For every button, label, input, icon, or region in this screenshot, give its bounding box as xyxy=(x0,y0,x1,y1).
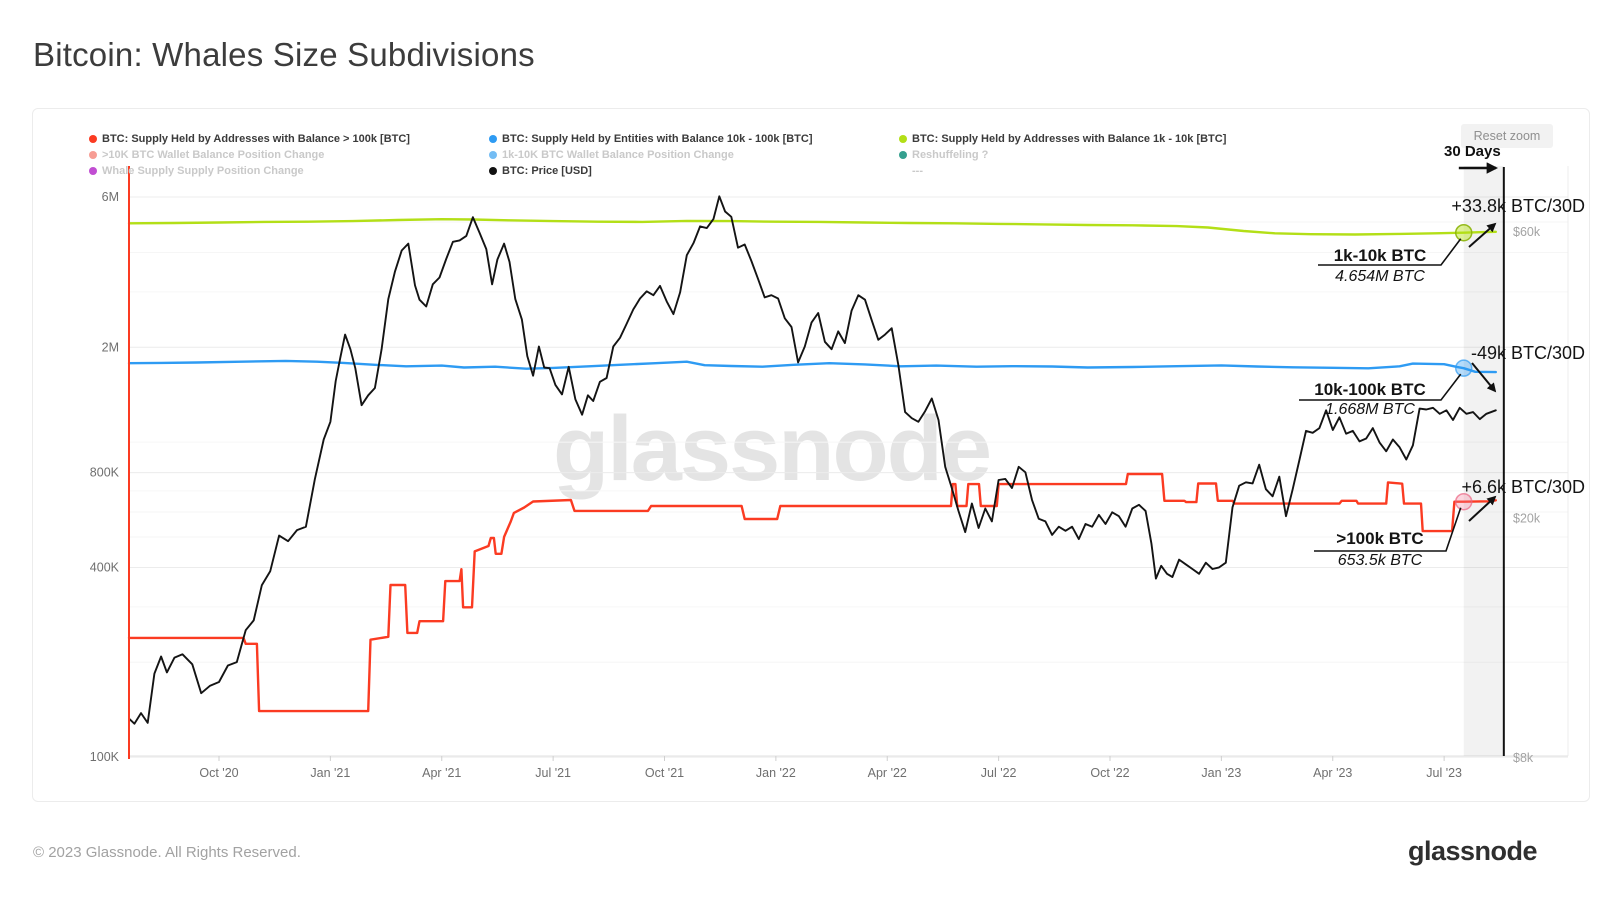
reset-zoom-button[interactable]: Reset zoom xyxy=(1461,124,1553,148)
legend-item[interactable]: BTC: Supply Held by Entities with Balanc… xyxy=(489,131,813,147)
callout-line-10k-100k xyxy=(1299,373,1462,401)
series-line-supply-1k-10k xyxy=(127,217,1498,236)
legend-color-dot xyxy=(489,151,497,159)
glassnode-watermark: glassnode xyxy=(553,398,992,500)
callout-line-1k-10k xyxy=(1318,238,1462,266)
legend-color-dot xyxy=(899,151,907,159)
marker-30d-supply-over-100k xyxy=(1454,492,1473,511)
legend-item[interactable]: >10K BTC Wallet Balance Position Change xyxy=(89,147,324,163)
x-axis-tick-label: Jul '22 xyxy=(981,766,1017,780)
annotation-change-1k-10k: +33.8k BTC/30D xyxy=(1451,196,1585,216)
marker-30d-supply-10k-100k xyxy=(1454,359,1473,377)
legend-item-label: BTC: Supply Held by Addresses with Balan… xyxy=(912,133,1227,145)
legend-color-dot xyxy=(89,151,97,159)
legend-item-label: >10K BTC Wallet Balance Position Change xyxy=(102,149,325,161)
legend-color-dot xyxy=(899,167,907,175)
x-axis-tick-label: Jul '23 xyxy=(1426,766,1462,780)
legend-item[interactable]: 1k-10K BTC Wallet Balance Position Chang… xyxy=(489,147,734,163)
legend-color-dot xyxy=(89,135,97,143)
callout-line-over-100k xyxy=(1314,507,1462,552)
y-right-tick-label: $20k xyxy=(1513,512,1541,526)
y-left-tick-label: 100K xyxy=(90,750,120,764)
x-axis-tick-label: Oct '20 xyxy=(199,766,238,780)
legend-color-dot xyxy=(489,167,497,175)
legend-item-label: Reshuffeling ? xyxy=(912,149,989,161)
annotation-value-1k-10k: 4.654M BTC xyxy=(1335,268,1425,285)
glassnode-logo: glassnode xyxy=(1407,836,1538,866)
legend-item-label: --- xyxy=(912,165,923,177)
legend-item[interactable]: Whale Supply Supply Position Change xyxy=(89,163,304,179)
legend-item-label: BTC: Price [USD] xyxy=(502,165,592,177)
legend-color-dot xyxy=(489,135,497,143)
y-left-tick-label: 2M xyxy=(102,340,119,354)
y-left-tick-label: 800K xyxy=(90,466,120,480)
x-axis-tick-label: Apr '21 xyxy=(422,766,461,780)
legend-color-dot xyxy=(89,167,97,175)
series-line-supply-over-100k xyxy=(127,472,1498,713)
marker-30d-supply-1k-10k xyxy=(1454,223,1473,242)
legend-item[interactable]: BTC: Supply Held by Addresses with Balan… xyxy=(899,131,1226,147)
page-title: Bitcoin: Whales Size Subdivisions xyxy=(33,36,535,73)
last-30-days-band xyxy=(1463,166,1504,756)
annotation-name-1k-10k: 1k-10k BTC xyxy=(1333,246,1427,265)
legend-item[interactable]: Reshuffeling ? xyxy=(899,147,988,163)
annotation-change-over-100k: +6.6k BTC/30D xyxy=(1461,477,1585,497)
chart-card: glassnode Oct '20 Jan '21 Apr '21 Jul '21 Oc… xyxy=(32,108,1590,802)
legend-item-label: 1k-10K BTC Wallet Balance Position Chang… xyxy=(502,149,734,161)
legend-item[interactable]: --- xyxy=(899,163,923,179)
range-30-days-label: 30 Days xyxy=(1444,143,1501,160)
trend-arrow-1k-10k xyxy=(1468,222,1497,248)
x-axis-tick-label: Apr '22 xyxy=(868,766,907,780)
series-line-btc-price xyxy=(128,195,1497,725)
copyright-text: © 2023 Glassnode. All Rights Reserved. xyxy=(33,844,301,861)
x-axis-tick-label: Jan '21 xyxy=(310,766,350,780)
legend-item-label: Whale Supply Supply Position Change xyxy=(102,165,304,177)
trend-arrow-10k-100k xyxy=(1471,362,1497,393)
x-axis-tick-label: Jan '23 xyxy=(1201,766,1241,780)
x-axis-tick-label: Jan '22 xyxy=(756,766,796,780)
series-line-supply-10k-100k xyxy=(127,359,1498,374)
annotation-change-10k-100k: -49k BTC/30D xyxy=(1470,343,1585,363)
chart-canvas[interactable]: Oct '20 Jan '21 Apr '21 Jul '21 Oct '21 Jan '… xyxy=(33,109,1591,803)
legend-item[interactable]: BTC: Price [USD] xyxy=(489,163,592,179)
legend-item-label: BTC: Supply Held by Entities with Balanc… xyxy=(502,133,813,145)
legend-item[interactable]: BTC: Supply Held by Addresses with Balan… xyxy=(89,131,410,147)
x-axis-tick-label: Oct '21 xyxy=(645,766,684,780)
annotation-name-over-100k: >100k BTC xyxy=(1336,529,1424,548)
x-axis-tick-label: Oct '22 xyxy=(1090,766,1129,780)
annotation-value-over-100k: 653.5k BTC xyxy=(1337,552,1423,569)
y-left-tick-label: 6M xyxy=(102,190,119,204)
annotation-value-10k-100k: 1.668M BTC xyxy=(1325,401,1415,418)
legend-item-label: BTC: Supply Held by Addresses with Balan… xyxy=(102,133,410,145)
x-axis-tick-label: Apr '23 xyxy=(1313,766,1352,780)
y-left-tick-label: 400K xyxy=(90,560,120,574)
annotation-name-10k-100k: 10k-100k BTC xyxy=(1314,380,1426,399)
y-right-tick-label: $60k xyxy=(1513,225,1541,239)
y-right-tick-label: $8k xyxy=(1513,751,1534,765)
trend-arrow-over-100k xyxy=(1468,495,1497,522)
x-axis-tick-label: Jul '21 xyxy=(535,766,571,780)
legend-color-dot xyxy=(899,135,907,143)
